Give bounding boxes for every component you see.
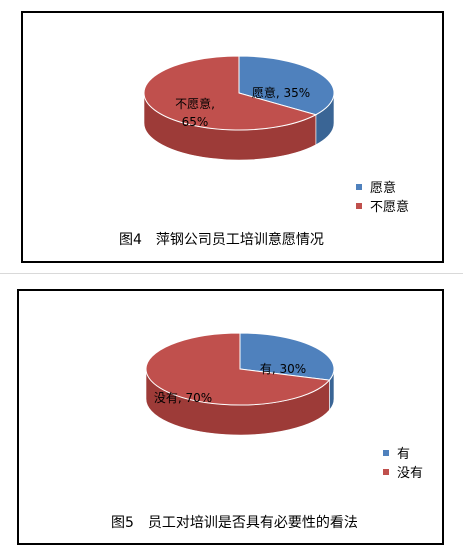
chart-panel-2: 有, 30% 没有, 70% 有 没有 图5 员工对培训是否具有必要性的看法 [17,289,444,545]
legend-item: 有 [383,443,423,462]
pie-slice [145,332,331,406]
chart-caption: 图5 员工对培训是否具有必要性的看法 [111,515,358,531]
legend-item: 不愿意 [356,196,409,215]
pie-chart-1: 愿意, 35% 不愿意, 65% [143,55,335,161]
pie-slice [143,55,318,131]
legend-swatch [383,468,389,475]
legend-label: 没有 [397,466,424,481]
data-label: 愿意, 35% [252,85,310,100]
legend-label: 不愿意 [370,200,410,215]
legend-item: 没有 [383,462,423,481]
data-label: 没有, 70% [154,390,212,405]
pie-slice [239,332,335,381]
section-divider [0,273,463,274]
legend-swatch [356,202,362,209]
legend-swatch [356,183,362,190]
legend-swatch [383,449,389,456]
chart-panel-1: 愿意, 35% 不愿意, 65% 愿意 不愿意 图4 萍钢公司员工培训意愿情况 [21,11,444,263]
legend-label: 愿意 [370,181,397,196]
legend-1: 愿意 不愿意 [356,177,409,215]
legend-item: 愿意 [356,177,409,196]
chart-caption: 图4 萍钢公司员工培训意愿情况 [119,232,324,248]
data-label: 不愿意, 65% [175,96,215,129]
data-label: 有, 30% [260,362,306,376]
pie-chart-2: 有, 30% 没有, 70% [145,332,335,436]
legend-2: 有 没有 [383,443,423,481]
pie-slice [238,55,335,116]
legend-label: 有 [397,447,411,462]
